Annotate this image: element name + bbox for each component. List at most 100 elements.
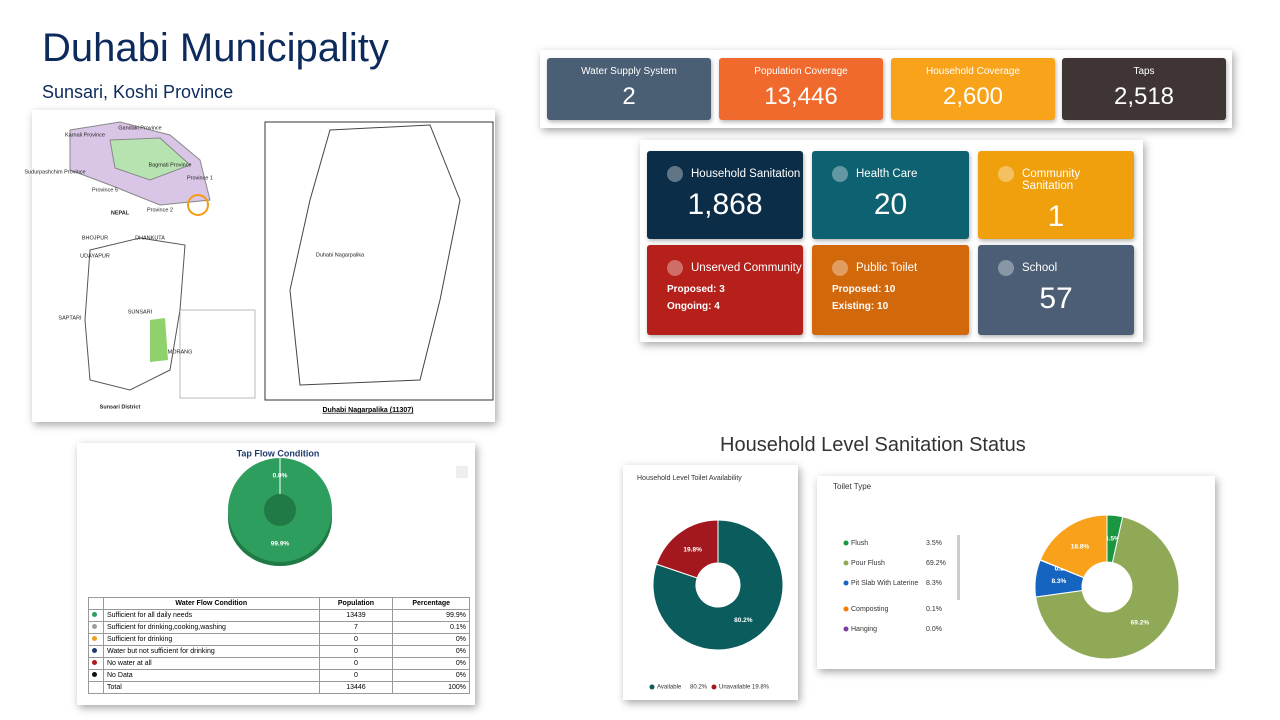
- legend-value: 80.2%: [690, 685, 708, 691]
- slice-label: 8.3%: [1051, 578, 1066, 585]
- section-title: Household Level Sanitation Status: [720, 434, 1026, 456]
- slice-label: 80.2%: [734, 617, 753, 624]
- donut-slice: [228, 458, 332, 562]
- donut-slice: [655, 519, 719, 579]
- legend-value: 0.1%: [926, 606, 942, 613]
- map-caption: Duhabi Nagarpalika (11307): [322, 407, 413, 414]
- bullet: [92, 636, 97, 641]
- card-icon: [667, 260, 683, 276]
- map-label: SUNSARI: [128, 309, 153, 315]
- kpi-label: Taps: [1133, 66, 1155, 77]
- map-label: Sudurpashchim Province: [24, 169, 85, 175]
- map-label: Bagmati Province: [148, 162, 191, 168]
- map-label: Gandaki Province: [118, 125, 161, 131]
- legend-value: 69.2%: [926, 560, 946, 567]
- table-row: Total 13446 100%: [88, 681, 470, 694]
- card-icon: [832, 260, 848, 276]
- card-icon: [832, 166, 848, 182]
- legend-label: Pit Slab With Laterine: [851, 580, 918, 587]
- legend-label: Pour Flush: [851, 560, 885, 567]
- map-label: Province 1: [187, 175, 213, 181]
- donut-slice: [652, 519, 784, 651]
- kpi-label: Population Coverage: [754, 66, 848, 77]
- menu-button: [456, 466, 468, 478]
- legend-label: Flush: [851, 540, 868, 547]
- card-icon: [667, 166, 683, 182]
- card-icon: [998, 166, 1014, 182]
- donut-slice: [1039, 514, 1108, 579]
- bullet: [92, 672, 97, 677]
- card-value: 20: [873, 188, 908, 221]
- kpi-card: Taps 2,518: [1062, 58, 1226, 120]
- legend-value: 0.0%: [926, 626, 942, 633]
- slice-label: 99.9%: [271, 541, 290, 548]
- card-line: Proposed: 10: [832, 284, 896, 295]
- bullet: [92, 660, 97, 665]
- kpi-value: 2,600: [942, 83, 1004, 110]
- legend-dot: [649, 684, 655, 690]
- card-line: Existing: 10: [832, 301, 889, 312]
- sanitation-card: Unserved Community Proposed: 3 Ongoing: 4: [647, 245, 803, 335]
- map-label: SAPTARI: [58, 315, 82, 321]
- card-label: Unserved Community: [691, 262, 802, 274]
- card-value: 57: [1039, 282, 1073, 315]
- map-label: DHANKUTA: [135, 235, 165, 241]
- slice-label: 18.8%: [1071, 543, 1090, 550]
- card-label: Health Care: [856, 168, 918, 180]
- kpi-card: Household Coverage 2,600: [891, 58, 1055, 120]
- map-label: Duhabi Nagarpalika: [316, 252, 365, 258]
- map-label: MORANG: [168, 349, 193, 355]
- map-label: Sunsari District: [100, 404, 141, 410]
- kpi-value: 2: [622, 83, 636, 110]
- table-row: Sufficient for drinking,cooking,washing 7…: [88, 621, 470, 634]
- legend-label: Available: [657, 685, 682, 691]
- slice-label: 19.8%: [683, 546, 702, 553]
- kpi-value: 2,518: [1113, 83, 1175, 110]
- card-line: Proposed: 3: [667, 284, 725, 295]
- legend-label: Hanging: [851, 626, 877, 633]
- page-subtitle: Sunsari, Koshi Province: [42, 82, 234, 102]
- tap-flow-table: Water Flow Condition Population Percentage…: [88, 597, 470, 694]
- card-value: 1,868: [687, 188, 763, 221]
- donut-slice: [1035, 516, 1180, 660]
- sanitation-card: Household Sanitation 1,868: [647, 151, 803, 239]
- page-title: Duhabi Municipality: [42, 26, 389, 70]
- map-label: BHOJPUR: [82, 235, 108, 241]
- map-label: Province 2: [147, 207, 173, 213]
- card-label: Community Sanitation: [1022, 168, 1081, 192]
- kpi-value: 13,446: [764, 83, 838, 110]
- sanitation-card: Community Sanitation 1: [978, 151, 1134, 239]
- bullet: [92, 648, 97, 653]
- slice-label: 0.0%: [273, 473, 288, 480]
- kpi-label: Water Supply System: [581, 66, 677, 77]
- kpi-card: Population Coverage 13,446: [719, 58, 883, 120]
- legend-scrollbar: [957, 535, 960, 600]
- map-legend: [179, 309, 256, 399]
- sanitation-card: Public Toilet Proposed: 10 Existing: 10: [812, 245, 969, 335]
- table-row: Water but not sufficient for drinking 0 0%: [88, 645, 470, 658]
- legend-label: Unavailable: [719, 685, 751, 691]
- legend-value: 19.8%: [752, 685, 770, 691]
- sanitation-card: School 57: [978, 245, 1134, 335]
- kpi-card: Water Supply System 2: [547, 58, 711, 120]
- kpi-label: Household Coverage: [926, 66, 1020, 77]
- legend-label: Composting: [851, 606, 888, 613]
- legend-dot: [843, 580, 849, 586]
- highlight: [187, 194, 209, 216]
- municipality-map: [289, 124, 461, 386]
- map-label: Province 5: [92, 187, 118, 193]
- bullet: [92, 612, 97, 617]
- duhabi-area: [150, 318, 168, 362]
- legend-dot: [711, 684, 717, 690]
- legend-value: 3.5%: [926, 540, 942, 547]
- card-icon: [998, 260, 1014, 276]
- population-cell: 13446: [318, 681, 394, 694]
- percentage-cell: 100%: [392, 681, 470, 694]
- map-label: NEPAL: [111, 210, 130, 216]
- map-label: UDAYAPUR: [80, 253, 110, 259]
- bullet: [92, 624, 97, 629]
- legend-dot: [843, 606, 849, 612]
- map-label: Karnali Province: [65, 132, 105, 138]
